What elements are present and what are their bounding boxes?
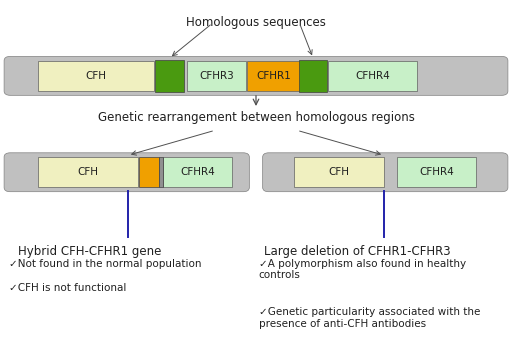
Text: CFHR4: CFHR4: [355, 71, 390, 81]
Text: Hybrid CFH-CFHR1 gene: Hybrid CFH-CFHR1 gene: [18, 245, 161, 257]
Bar: [155, 60, 184, 92]
Bar: [38, 157, 138, 187]
Text: ✓A polymorphism also found in healthy
controls: ✓A polymorphism also found in healthy co…: [259, 259, 466, 281]
Bar: [159, 157, 163, 187]
FancyBboxPatch shape: [4, 56, 508, 95]
Bar: [328, 61, 417, 91]
Text: CFH: CFH: [78, 167, 99, 177]
FancyBboxPatch shape: [263, 153, 508, 192]
Bar: [38, 61, 154, 91]
Text: CFHR3: CFHR3: [199, 71, 233, 81]
Bar: [187, 61, 246, 91]
Bar: [247, 61, 301, 91]
Text: CFHR4: CFHR4: [419, 167, 454, 177]
Bar: [163, 157, 232, 187]
Text: CFHR4: CFHR4: [180, 167, 215, 177]
Bar: [294, 157, 384, 187]
Text: ✓CFH is not functional: ✓CFH is not functional: [9, 283, 126, 293]
Text: CFH: CFH: [329, 167, 350, 177]
Text: Large deletion of CFHR1-CFHR3: Large deletion of CFHR1-CFHR3: [264, 245, 451, 257]
Bar: [397, 157, 476, 187]
Text: Genetic rearrangement between homologous regions: Genetic rearrangement between homologous…: [98, 111, 414, 124]
Bar: [299, 60, 327, 92]
Text: ✓Genetic particularity associated with the
presence of anti-CFH antibodies: ✓Genetic particularity associated with t…: [259, 307, 480, 329]
FancyBboxPatch shape: [4, 153, 249, 192]
Text: CFHR1: CFHR1: [257, 71, 291, 81]
Text: ✓Not found in the normal population: ✓Not found in the normal population: [9, 259, 202, 269]
Text: CFH: CFH: [86, 71, 106, 81]
Bar: [139, 157, 159, 187]
Text: Homologous sequences: Homologous sequences: [186, 16, 326, 29]
